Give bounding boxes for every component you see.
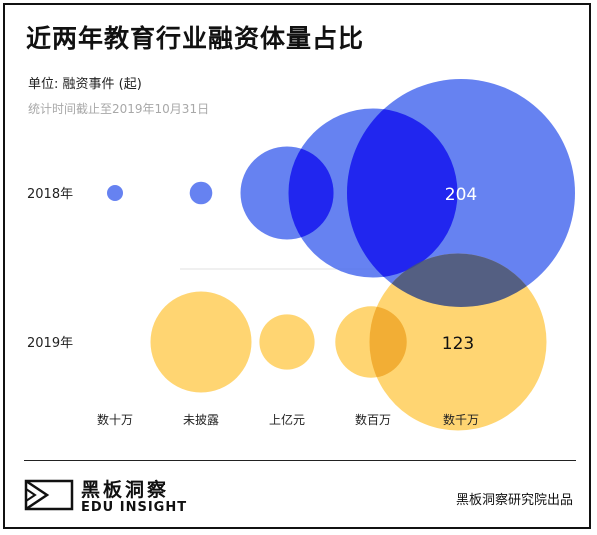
bubble (150, 291, 252, 393)
data-label: 204 (445, 185, 477, 205)
brand-name-en: EDU INSIGHT (81, 500, 188, 515)
brand-name-cn: 黑板洞察 (81, 479, 170, 501)
edu-insight-logo-icon (24, 479, 74, 511)
category-label: 数千万 (443, 412, 479, 427)
category-label: 数百万 (355, 412, 391, 427)
unit-label: 单位: 融资事件 (起) (28, 77, 142, 92)
category-label: 数十万 (97, 412, 133, 427)
footer-divider (24, 460, 576, 461)
bubble (189, 181, 213, 205)
series-label: 2019年 (27, 336, 73, 351)
bubble (259, 314, 315, 370)
series-label: 2018年 (27, 187, 73, 202)
bubble (107, 185, 123, 201)
brand-logo: 黑板洞察 EDU INSIGHT (23, 475, 186, 519)
date-note: 统计时间截止至2019年10月31日 (28, 102, 210, 116)
infographic-frame: 近两年教育行业融资体量占比 单位: 融资事件 (起) 统计时间截止至2019年1… (3, 3, 591, 529)
data-label: 123 (442, 334, 474, 354)
category-label: 上亿元 (269, 412, 305, 427)
bubble-chart: 2018年 2019年 204 123 数十万 未披露 上亿元 数百万 数千万 (27, 79, 575, 431)
bubble-overlap (347, 108, 458, 278)
page-title: 近两年教育行业融资体量占比 (26, 24, 365, 53)
source-credit: 黑板洞察研究院出品 (455, 493, 573, 508)
category-label: 未披露 (183, 413, 219, 427)
